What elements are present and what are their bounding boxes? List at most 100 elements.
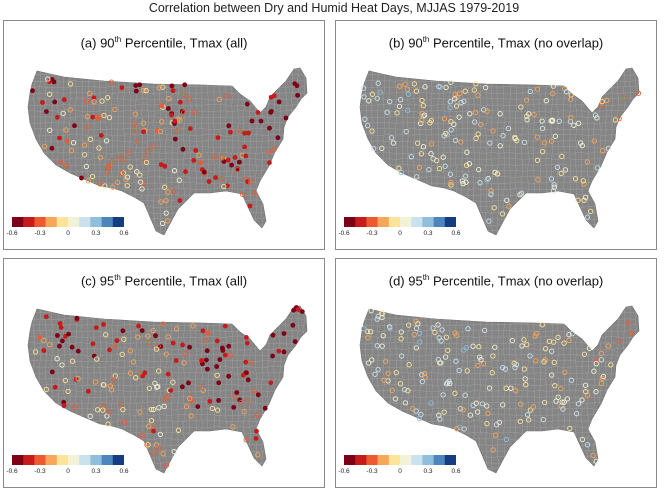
station-marker [85, 388, 91, 394]
station-marker [139, 186, 145, 192]
station-marker [89, 173, 96, 180]
station-marker [509, 337, 515, 344]
station-marker [402, 400, 409, 406]
station-marker [548, 176, 555, 182]
station-marker [156, 368, 162, 374]
station-marker [247, 203, 253, 209]
station-marker [104, 169, 111, 176]
station-marker [136, 370, 143, 376]
station-marker [419, 110, 425, 117]
station-marker [562, 369, 568, 376]
station-marker [188, 126, 193, 131]
station-marker [174, 127, 181, 134]
station-marker [61, 97, 67, 103]
station-marker [44, 109, 49, 114]
station-marker [160, 451, 166, 457]
station-marker [84, 124, 90, 130]
station-marker [139, 328, 145, 333]
colorbar-swatch [90, 217, 102, 227]
station-marker [505, 125, 512, 132]
colorbar [344, 455, 456, 465]
station-marker [198, 160, 204, 166]
station-marker [55, 333, 60, 338]
station-marker [79, 175, 84, 181]
station-marker [90, 341, 96, 347]
station-marker [253, 436, 259, 441]
colorbar-swatch [422, 217, 434, 227]
station-marker [562, 167, 569, 173]
station-marker [451, 121, 457, 127]
station-markers [30, 76, 300, 227]
station-marker [600, 148, 606, 154]
colorbar-swatch [400, 217, 412, 227]
station-marker [365, 335, 371, 341]
station-marker [426, 166, 432, 173]
station-marker [112, 343, 118, 349]
station-marker [549, 348, 555, 354]
station-marker [387, 98, 393, 105]
station-marker [598, 380, 604, 387]
station-marker [532, 333, 538, 339]
station-marker [513, 388, 519, 394]
station-marker [364, 328, 371, 335]
station-marker [40, 100, 45, 105]
station-marker [114, 179, 121, 186]
station-marker [372, 371, 378, 377]
station-marker [432, 329, 438, 336]
station-marker [413, 318, 419, 324]
station-marker [270, 332, 276, 338]
station-marker [430, 325, 436, 331]
colorbar-ticks: -0.6 -0.3 0 0.3 0.6 [6, 230, 128, 240]
station-marker [234, 167, 241, 173]
station-marker [377, 89, 383, 95]
station-marker [571, 122, 577, 128]
station-marker [98, 133, 104, 138]
station-marker [143, 88, 149, 94]
colorbar-swatch [112, 217, 124, 227]
station-marker [598, 350, 605, 357]
station-marker [579, 436, 586, 443]
station-marker [490, 353, 496, 359]
station-marker [281, 349, 287, 355]
station-marker [222, 352, 228, 358]
station-marker [436, 165, 443, 172]
station-marker [394, 110, 400, 116]
station-marker [137, 179, 144, 185]
colorbar-tick: 0.3 [91, 230, 101, 237]
station-marker [189, 398, 194, 404]
station-marker [75, 375, 81, 382]
station-marker [435, 356, 441, 363]
station-marker [442, 163, 448, 169]
station-marker [106, 114, 113, 121]
station-marker [598, 357, 605, 363]
station-marker [369, 91, 376, 97]
station-marker [268, 380, 274, 386]
station-marker [594, 358, 600, 364]
station-marker [151, 428, 156, 434]
station-marker [396, 103, 403, 110]
county-line [28, 68, 305, 71]
station-marker [137, 409, 143, 415]
county-line [490, 306, 494, 473]
colorbar [12, 455, 124, 465]
station-marker [186, 380, 191, 386]
station-marker [69, 358, 76, 364]
station-marker [136, 323, 141, 329]
county-line [360, 306, 362, 473]
station-marker [374, 95, 380, 102]
colorbar-tick: -0.3 [366, 230, 378, 237]
station-marker [106, 409, 112, 415]
panel-a: (a) 90th Percentile, Tmax (all) -0.6 -0.… [3, 20, 325, 250]
station-marker [108, 159, 115, 165]
station-marker [43, 386, 49, 393]
station-marker [83, 163, 90, 170]
station-marker [225, 157, 231, 163]
station-marker [248, 179, 254, 185]
station-marker [375, 366, 381, 373]
station-marker [244, 340, 250, 346]
station-marker [398, 169, 405, 176]
station-marker [215, 135, 221, 141]
station-marker [49, 145, 55, 151]
station-marker [134, 138, 141, 144]
station-marker [405, 91, 412, 97]
